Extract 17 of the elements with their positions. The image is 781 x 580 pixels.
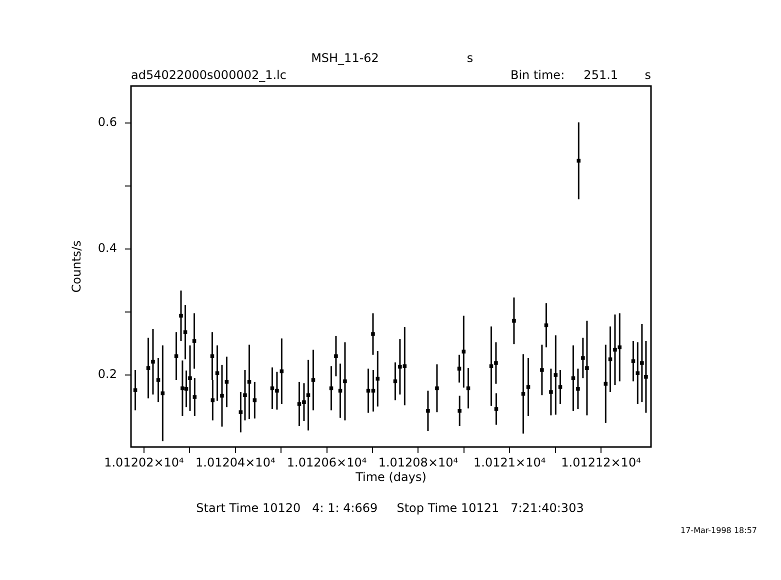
x-tick-label: 1.01204×10⁴ bbox=[196, 455, 276, 470]
y-tick-label: 0.6 bbox=[98, 115, 117, 130]
x-tick-label: 1.01202×10⁴ bbox=[104, 455, 184, 470]
x-tick-label: 1.01206×10⁴ bbox=[286, 455, 367, 470]
text: Start Time 10120 4: 1: 4:669 Stop Time 10121 7:21:40:303 bbox=[196, 501, 584, 515]
chart-title: MSH_11-62 bbox=[311, 51, 379, 65]
text: s bbox=[466, 51, 474, 65]
text: ad54022000s000002_1.lc bbox=[131, 68, 286, 82]
y-axis-title: Counts/s bbox=[69, 240, 84, 293]
text: Bin time: 251.1 s bbox=[510, 68, 651, 82]
text: 17-Mar-1998 18:57 bbox=[680, 525, 757, 537]
x-tick-label: 1.01212×10⁴ bbox=[561, 455, 642, 470]
y-tick-label: 0.4 bbox=[98, 241, 117, 256]
x-axis-title: Time (days) bbox=[354, 470, 426, 484]
y-tick-label: 0.2 bbox=[98, 367, 117, 382]
x-tick-label: 1.0121×10⁴ bbox=[474, 455, 546, 470]
x-tick-label: 1.01208×10⁴ bbox=[378, 455, 458, 470]
